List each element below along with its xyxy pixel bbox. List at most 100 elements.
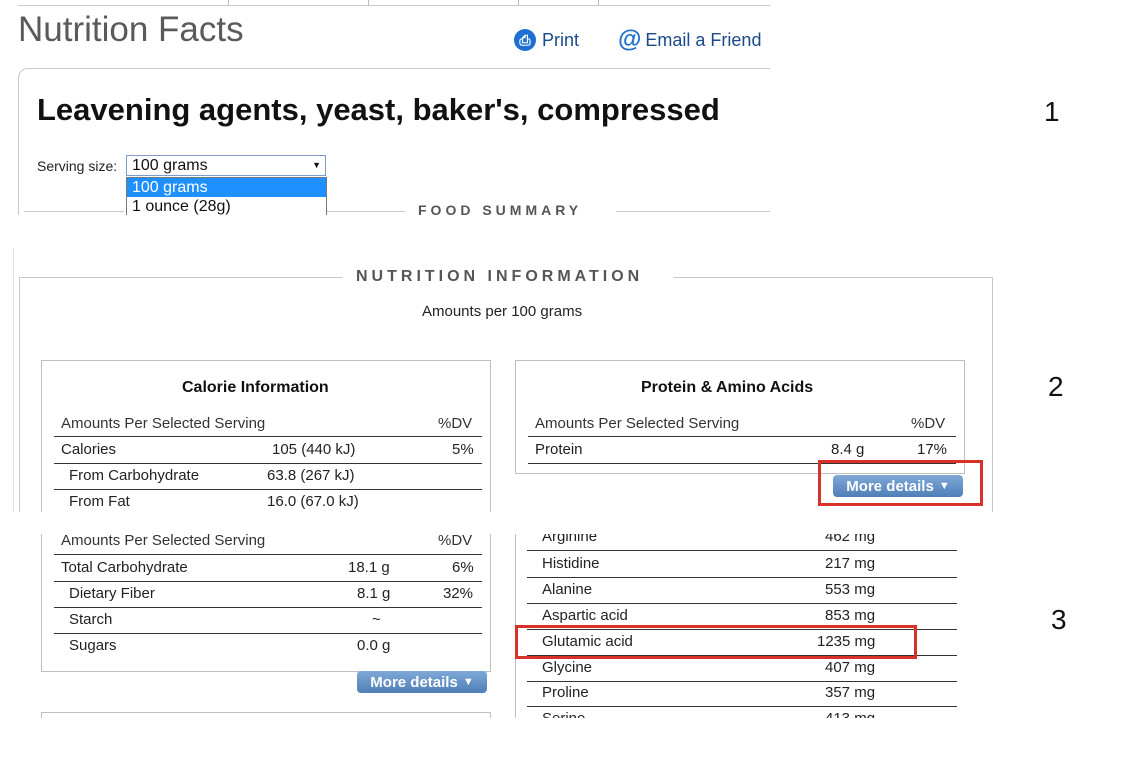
nutrient-amount: ~	[372, 611, 381, 628]
divider	[24, 211, 124, 212]
nutrient-name: Starch	[69, 611, 113, 628]
table-row: Aspartic acid 853 mg	[527, 603, 957, 630]
amino-amount: 217 mg	[825, 555, 876, 572]
print-label: Print	[542, 29, 580, 50]
amounts-per-label: Amounts per 100 grams	[422, 303, 583, 320]
table-row: Protein 8.4 g 17%	[528, 436, 956, 464]
print-link[interactable]: ⎙ Print	[514, 29, 579, 51]
panel-2-nutrition-info: NUTRITION INFORMATION Amounts per 100 gr…	[13, 248, 993, 512]
table-row: Histidine 217 mg	[527, 551, 957, 578]
carbs-more-details-button[interactable]: More details ▼	[357, 671, 487, 693]
amino-amount: 462 mg	[825, 534, 876, 545]
triangle-down-icon: ▼	[312, 160, 321, 170]
more-details-label: More details	[846, 477, 934, 495]
serving-size-select[interactable]: 100 grams ▼	[126, 155, 326, 176]
table-row: Starch ~	[54, 607, 482, 634]
amino-name: Aspartic acid	[542, 607, 628, 624]
protein-more-details-button[interactable]: More details ▼	[833, 475, 963, 497]
title-gap	[343, 268, 673, 282]
table-row: Glycine 407 mg	[527, 655, 957, 682]
column-header-dv: %DV	[438, 415, 473, 432]
amino-name: Glutamic acid	[542, 633, 633, 650]
nutrient-name: From Fat	[69, 493, 130, 510]
divider	[13, 248, 14, 512]
divider	[616, 211, 770, 212]
highlight-box	[515, 625, 917, 659]
nutrient-amount: 18.1 g	[348, 559, 390, 576]
top-tab-strip	[18, 0, 770, 6]
step-number: 1	[1044, 96, 1060, 127]
calorie-information-card: Calorie Information Amounts Per Selected…	[41, 360, 491, 512]
nutrient-amount: 63.8 (267 kJ)	[267, 467, 355, 484]
amino-amount: 413 mg	[825, 710, 875, 718]
table-row: From Carbohydrate 63.8 (267 kJ)	[54, 463, 482, 490]
print-icon: ⎙	[514, 29, 536, 51]
nutrient-dv: 17%	[917, 441, 948, 458]
nutrient-dv: 32%	[443, 585, 474, 602]
column-header: Amounts Per Selected Serving	[535, 415, 740, 432]
nutrient-name: From Carbohydrate	[69, 467, 200, 484]
amino-name: Arginine	[542, 534, 598, 545]
next-card-top	[41, 712, 491, 718]
nutrient-amount: 8.1 g	[357, 585, 391, 602]
food-name: Leavening agents, yeast, baker's, compre…	[37, 92, 720, 127]
nutrient-name: Sugars	[69, 637, 117, 654]
divider	[327, 211, 405, 212]
table-row: Total Carbohydrate 18.1 g 6%	[54, 554, 482, 582]
step-number: 2	[1048, 371, 1064, 402]
column-header-dv: %DV	[438, 534, 473, 549]
table-row: Glutamic acid 1235 mg	[527, 629, 957, 656]
food-summary-title: FOOD SUMMARY	[418, 202, 583, 215]
amino-amount: 853 mg	[825, 607, 876, 624]
nutrient-amount: 0.0 g	[357, 637, 391, 654]
serving-selected-value: 100 grams	[132, 157, 208, 174]
protein-amino-acids-card: Protein & Amino Acids Amounts Per Select…	[515, 360, 965, 474]
table-row: Arginine 462 mg	[527, 534, 957, 551]
serving-option[interactable]: 1 ounce (28g)	[132, 198, 231, 215]
table-row: Serine 413 mg	[527, 706, 957, 718]
nutrient-name: Dietary Fiber	[69, 585, 155, 602]
amino-amount: 357 mg	[825, 684, 876, 701]
email-label: Email a Friend	[645, 29, 762, 50]
amino-amount: 1235 mg	[817, 633, 876, 650]
amino-name: Histidine	[542, 555, 600, 572]
column-header: Amounts Per Selected Serving	[61, 415, 266, 432]
at-sign-icon: @	[618, 26, 642, 53]
triangle-down-icon: ▼	[938, 480, 950, 492]
carbohydrates-card: Amounts Per Selected Serving %DV Total C…	[41, 534, 491, 672]
highlight-box	[818, 460, 983, 506]
calorie-card-title: Calorie Information	[182, 379, 329, 396]
triangle-down-icon: ▼	[462, 676, 474, 688]
step-number: 3	[1051, 604, 1067, 635]
amino-name: Glycine	[542, 659, 593, 676]
protein-card-title: Protein & Amino Acids	[641, 379, 814, 396]
nutrient-name: Protein	[535, 441, 583, 458]
amino-name: Serine	[542, 710, 585, 718]
table-row: Sugars 0.0 g	[54, 633, 482, 659]
amino-amount: 553 mg	[825, 581, 876, 598]
more-details-label: More details	[370, 673, 458, 691]
nutrition-information-title: NUTRITION INFORMATION	[356, 268, 644, 285]
food-info-box	[18, 68, 770, 215]
amino-amount: 407 mg	[825, 659, 876, 676]
nutrient-dv: 5%	[452, 441, 474, 458]
page-title: Nutrition Facts	[18, 10, 244, 49]
nutrient-amount: 16.0 (67.0 kJ)	[267, 493, 359, 510]
amino-name: Alanine	[542, 581, 593, 598]
panel-1-food-header: Nutrition Facts ⎙ Print @ Email a Friend…	[0, 0, 770, 215]
panel-3-details: Amounts Per Selected Serving %DV Total C…	[40, 534, 998, 718]
nutrient-amount: 8.4 g	[831, 441, 865, 458]
table-row: From Fat 16.0 (67.0 kJ)	[54, 489, 482, 512]
serving-size-label: Serving size:	[37, 158, 118, 174]
table-row: Calories 105 (440 kJ) 5%	[54, 436, 482, 464]
column-header-dv: %DV	[911, 415, 946, 432]
nutrient-dv: 6%	[452, 559, 474, 576]
table-row: Alanine 553 mg	[527, 577, 957, 604]
serving-size-dropdown[interactable]: 100 grams 1 ounce (28g)	[126, 177, 327, 215]
serving-option[interactable]: 100 grams	[127, 178, 326, 197]
email-friend-link[interactable]: @ Email a Friend	[618, 26, 762, 53]
nutrient-name: Total Carbohydrate	[61, 559, 188, 576]
amino-name: Proline	[542, 684, 589, 701]
column-header: Amounts Per Selected Serving	[61, 534, 266, 549]
table-row: Dietary Fiber 8.1 g 32%	[54, 581, 482, 608]
